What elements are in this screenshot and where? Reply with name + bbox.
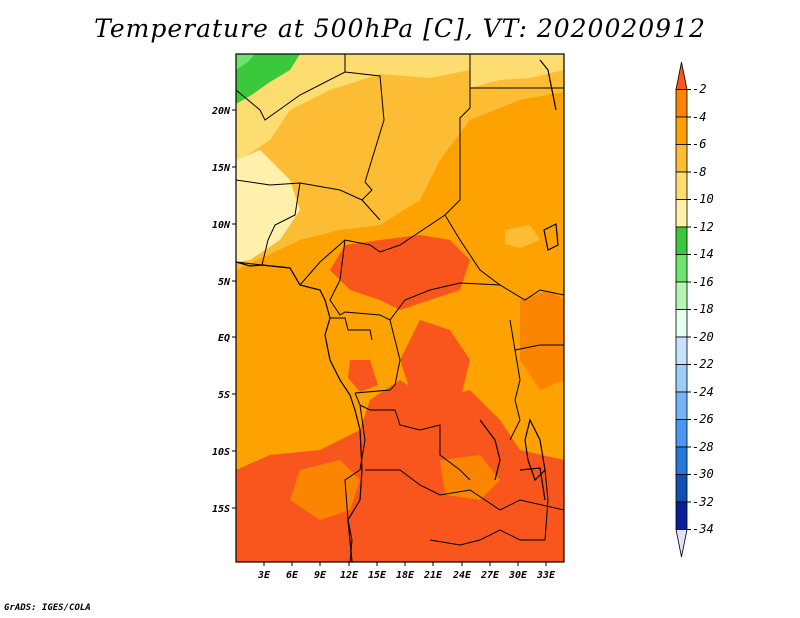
colorbar: -2 -4 -6 -8 -10 -12 -14 -16 -18 -20 -22 …: [675, 61, 714, 558]
colorbar-label: -22: [692, 357, 714, 371]
colorbar-swatch: [675, 281, 688, 310]
colorbar-swatch: [675, 309, 688, 338]
lon-label: 24E: [452, 570, 472, 581]
temperature-field: [236, 54, 564, 562]
lat-label: 10N: [212, 220, 231, 231]
colorbar-swatch: [675, 226, 688, 255]
colorbar-label: -34: [692, 522, 714, 536]
longitude-axis: 3E 6E 9E 12E 15E 18E 21E 24E 27E 30E 33E: [257, 562, 556, 581]
colorbar-label: -2: [692, 82, 706, 96]
lon-label: 9E: [314, 570, 327, 581]
lon-label: 6E: [286, 570, 299, 581]
colorbar-label: -32: [692, 495, 714, 509]
colorbar-label: -28: [692, 440, 714, 454]
colorbar-swatch: [675, 171, 688, 200]
colorbar-labels: -2 -4 -6 -8 -10 -12 -14 -16 -18 -20 -22 …: [692, 82, 714, 536]
lon-label: 30E: [508, 570, 528, 581]
colorbar-label: -4: [692, 110, 706, 124]
colorbar-label: -8: [692, 165, 706, 179]
colorbar-label: -30: [692, 467, 714, 481]
lon-label: 12E: [340, 570, 359, 581]
colorbar-swatch: [675, 446, 688, 475]
colorbar-label: -14: [692, 247, 714, 261]
colorbar-swatches: [675, 61, 691, 558]
colorbar-swatch: [675, 254, 688, 283]
lat-label: EQ: [218, 333, 230, 344]
colorbar-swatch: [675, 61, 688, 90]
lon-label: 18E: [396, 570, 415, 581]
lon-label: 3E: [257, 570, 271, 581]
colorbar-label: -12: [692, 220, 714, 234]
map-frame: [235, 53, 565, 563]
lon-label: 15E: [368, 570, 387, 581]
colorbar-swatch: [675, 144, 688, 173]
colorbar-swatch: [675, 501, 688, 530]
colorbar-swatch: [675, 336, 688, 365]
lon-label: 27E: [480, 570, 500, 581]
lat-label: 20N: [211, 106, 231, 117]
colorbar-swatch: [675, 116, 688, 145]
colorbar-label: -26: [692, 412, 714, 426]
colorbar-swatch: [675, 419, 688, 448]
colorbar-label: -24: [692, 385, 714, 399]
lat-label: 15N: [212, 163, 231, 174]
colorbar-swatch: [675, 89, 688, 118]
lat-label: 15S: [212, 504, 230, 515]
lon-label: 21E: [423, 570, 443, 581]
colorbar-label: -20: [692, 330, 714, 344]
coastlines: [236, 59, 559, 562]
lat-label: 5N: [218, 277, 231, 288]
colorbar-swatch: [675, 529, 688, 558]
latitude-axis: 20N 15N 10N 5N EQ 5S 10S 15S: [211, 106, 236, 515]
grads-credit: GrADS: IGES/COLA: [4, 603, 91, 613]
lat-label: 5S: [218, 390, 230, 401]
colorbar-swatch: [675, 391, 688, 420]
colorbar-label: -10: [692, 192, 714, 206]
colorbar-swatch: [675, 474, 688, 503]
chart-title: Temperature at 500hPa [C], VT: 202002091…: [94, 14, 706, 43]
colorbar-label: -16: [692, 275, 714, 289]
colorbar-swatch: [675, 364, 688, 393]
lat-label: 10S: [212, 447, 230, 458]
lon-label: 33E: [536, 570, 556, 581]
colorbar-label: -6: [692, 137, 706, 151]
colorbar-label: -18: [692, 302, 714, 316]
country-borders: [236, 54, 564, 562]
colorbar-swatch: [675, 199, 688, 228]
